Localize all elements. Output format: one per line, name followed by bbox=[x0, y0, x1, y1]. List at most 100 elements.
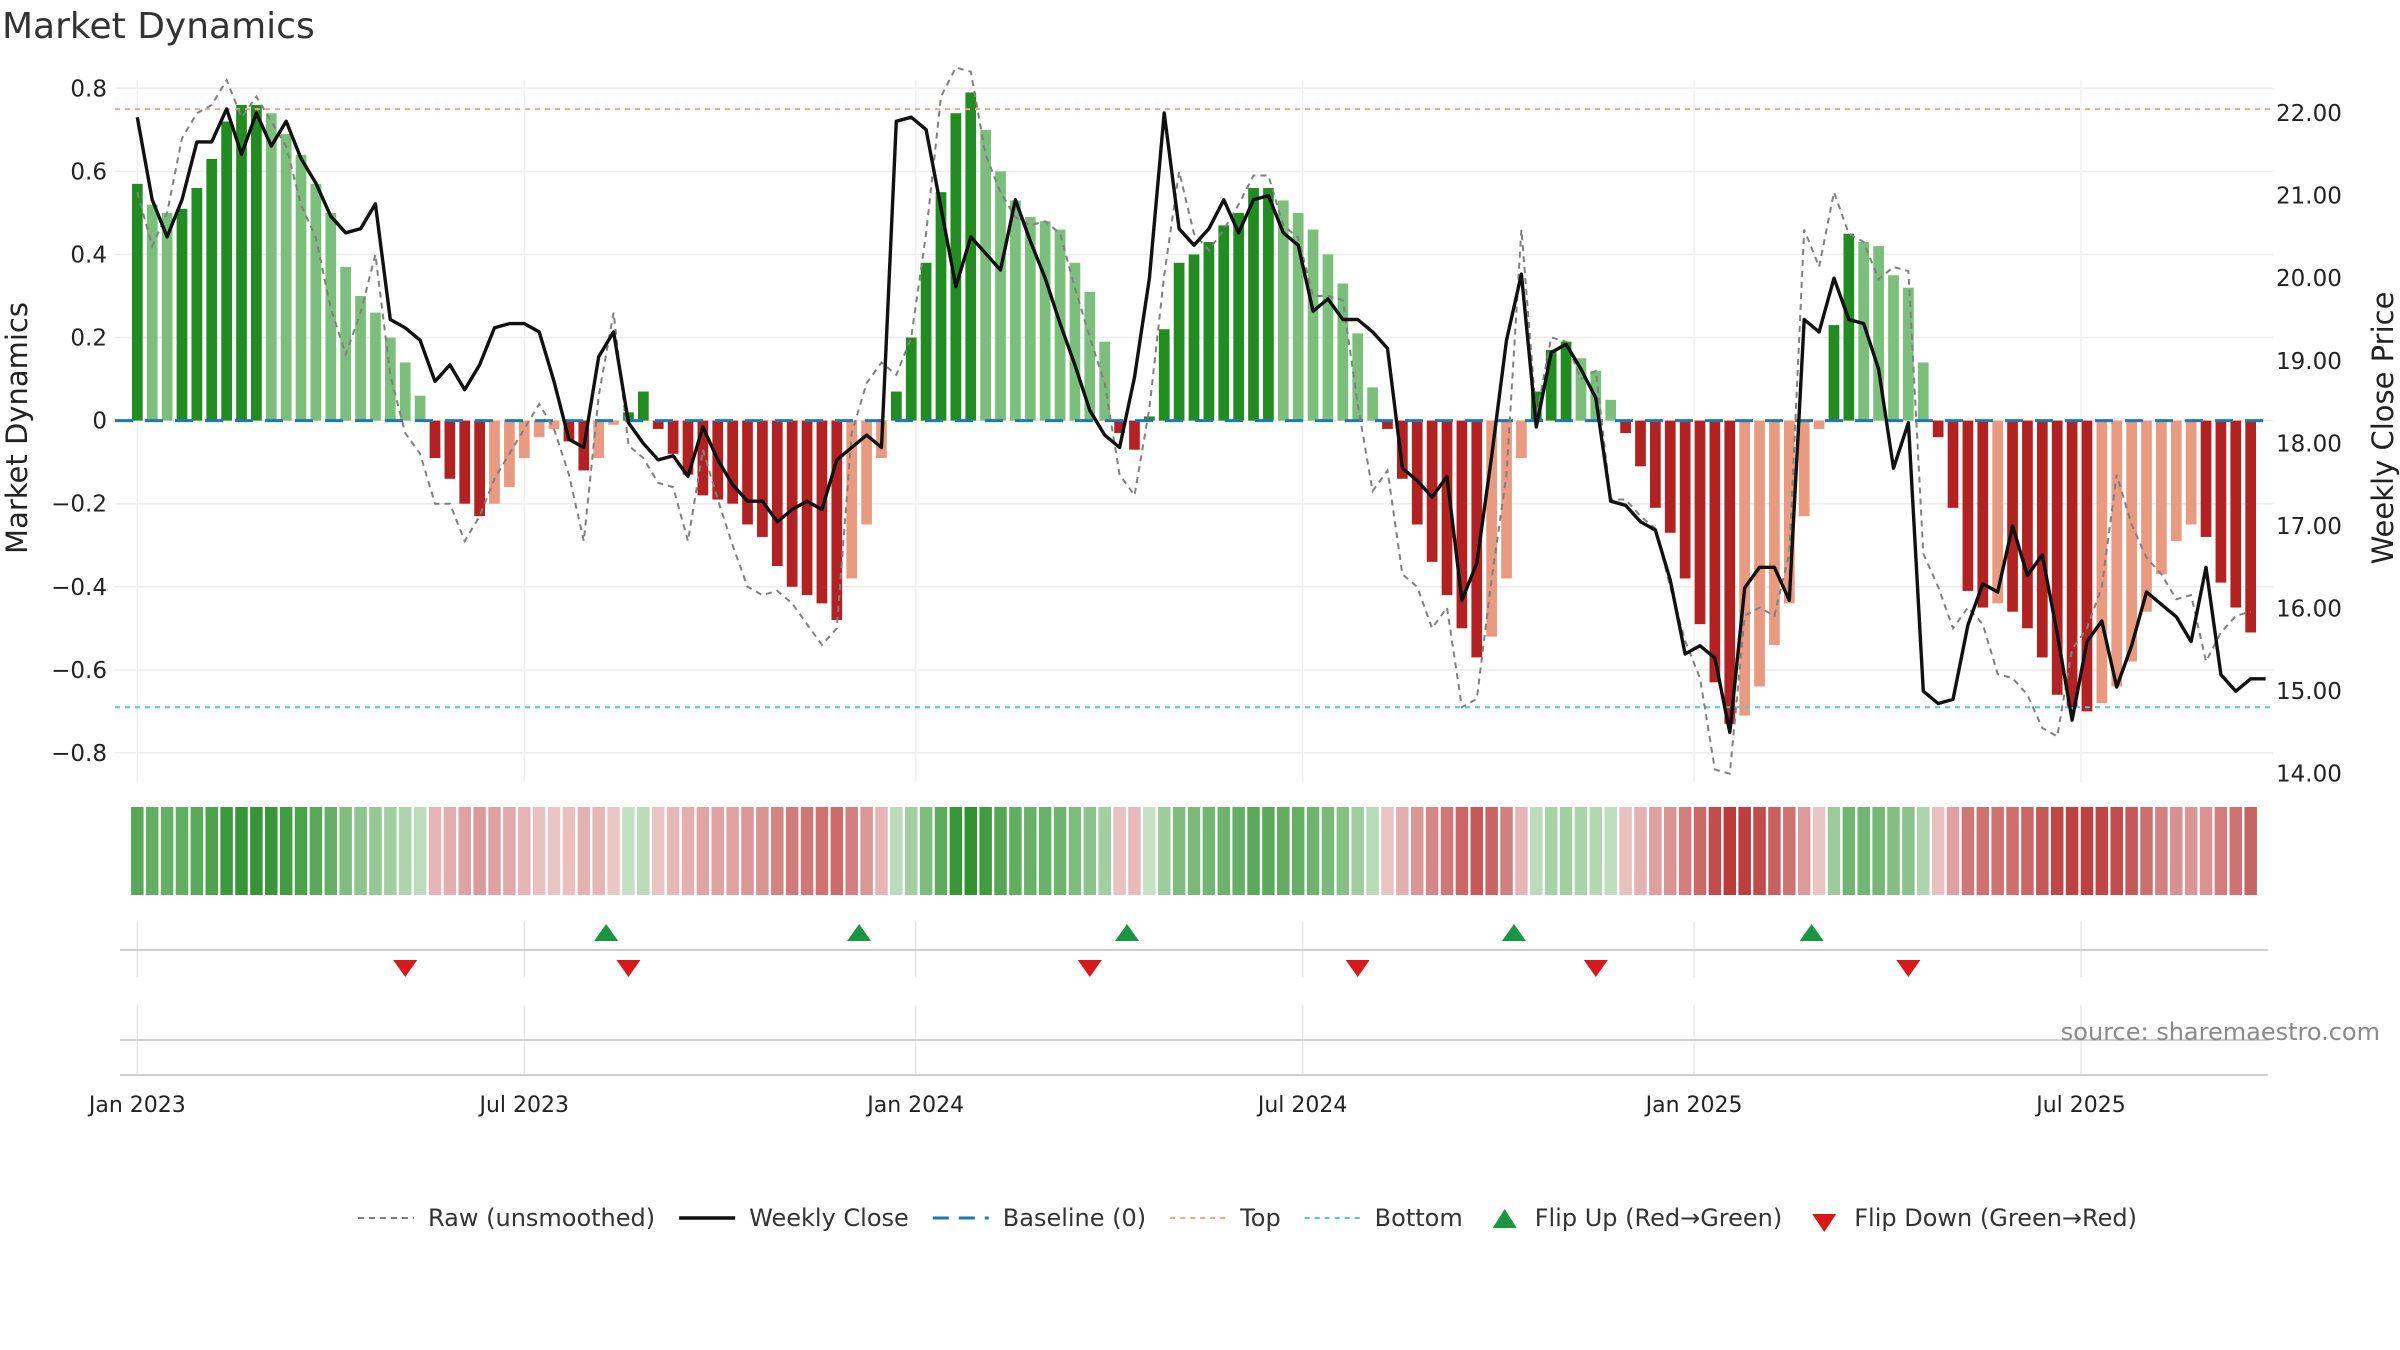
heat-cell bbox=[919, 807, 933, 895]
dynamics-bar bbox=[727, 420, 738, 504]
dynamics-bar bbox=[995, 171, 1006, 421]
heat-cell bbox=[592, 807, 605, 895]
legend-item: Baseline (0) bbox=[932, 1204, 1146, 1232]
heat-strip bbox=[131, 807, 2257, 895]
heat-cell bbox=[2244, 807, 2257, 895]
heat-cell bbox=[265, 807, 278, 895]
heat-cell bbox=[622, 807, 635, 895]
dynamics-bar bbox=[1769, 420, 1780, 645]
heat-cell bbox=[2065, 807, 2079, 895]
heat-cell bbox=[2006, 807, 2019, 895]
heat-cell bbox=[785, 807, 799, 895]
dynamics-bar bbox=[935, 192, 947, 421]
heat-cell bbox=[503, 807, 516, 895]
heat-cell bbox=[488, 807, 501, 895]
dynamics-bar bbox=[1233, 212, 1245, 421]
x-tick-label: Jul 2025 bbox=[2034, 1093, 2126, 1118]
dynamics-bar bbox=[2126, 420, 2137, 662]
flip-up-marker bbox=[1501, 924, 1526, 941]
heat-cell bbox=[800, 807, 814, 895]
heat-cell bbox=[518, 807, 531, 895]
dynamics-bar bbox=[2245, 420, 2257, 633]
dynamics-bar bbox=[1292, 212, 1304, 421]
dynamics-bar bbox=[905, 337, 917, 421]
axes: 0.8 0.6 0.4 0.2 0 −0.2 −0.4 −0.6 −0.8 22.00 21.00 2… bbox=[51, 76, 2342, 1118]
dynamics-bar bbox=[1843, 233, 1855, 421]
dynamics-bar bbox=[355, 296, 366, 421]
legend-swatch bbox=[1492, 1209, 1517, 1228]
dynamics-bar bbox=[251, 104, 262, 421]
left-tick-label: 0.2 bbox=[70, 326, 107, 352]
dynamics-bar bbox=[1813, 420, 1825, 429]
right-tick-label: 20.00 bbox=[2276, 266, 2342, 292]
right-tick-label: 17.00 bbox=[2276, 514, 2342, 540]
dynamics-bar bbox=[637, 391, 649, 421]
dynamics-bar bbox=[563, 420, 575, 442]
dynamics-bar bbox=[533, 420, 545, 438]
heat-cell bbox=[2184, 807, 2198, 895]
dynamics-bar bbox=[1783, 420, 1795, 604]
dynamics-bar bbox=[1382, 420, 1393, 429]
heat-cell bbox=[220, 807, 233, 895]
heat-cell bbox=[2229, 807, 2243, 895]
heat-cell bbox=[131, 807, 144, 895]
dynamics-bar bbox=[1486, 420, 1498, 637]
heat-cell bbox=[904, 807, 918, 895]
dynamics-bar bbox=[2200, 420, 2212, 537]
heat-cell bbox=[1991, 807, 2004, 895]
heat-cell bbox=[1336, 807, 1350, 895]
dynamics-bar bbox=[1129, 420, 1140, 450]
dynamics-bar bbox=[1397, 420, 1408, 479]
left-tick-label: −0.2 bbox=[51, 492, 107, 518]
heat-cell bbox=[2125, 807, 2138, 895]
heat-cell bbox=[1961, 807, 1975, 895]
dynamics-bar bbox=[2215, 420, 2227, 583]
dynamics-bar bbox=[1099, 341, 1111, 421]
dynamics-bar bbox=[1724, 420, 1736, 724]
dynamics-bar bbox=[1992, 420, 2004, 604]
dynamics-bar bbox=[890, 391, 902, 421]
heat-cell bbox=[205, 807, 218, 895]
dynamics-bar bbox=[1411, 420, 1423, 525]
heat-cell bbox=[1619, 807, 1632, 895]
heat-cell bbox=[2140, 807, 2153, 895]
dynamics-bar bbox=[2066, 420, 2078, 708]
dynamics-bar bbox=[384, 337, 396, 421]
heat-cell bbox=[577, 807, 591, 895]
dynamics-bar bbox=[1560, 341, 1572, 421]
heat-cell bbox=[1559, 807, 1573, 895]
dynamics-bar bbox=[2156, 420, 2167, 575]
dynamics-bar bbox=[1263, 188, 1274, 421]
right-tick-label: 22.00 bbox=[2276, 101, 2342, 127]
dynamics-bar bbox=[965, 92, 977, 421]
dynamics-bar bbox=[414, 395, 426, 421]
dynamics-bar bbox=[1605, 399, 1617, 421]
right-tick-label: 21.00 bbox=[2276, 184, 2342, 210]
heat-cell bbox=[1738, 807, 1751, 895]
heat-cell bbox=[1083, 807, 1097, 895]
heat-cell bbox=[160, 807, 174, 895]
heat-cell bbox=[2021, 807, 2034, 895]
legend: Raw (unsmoothed) Weekly Close Baseline (0)… bbox=[358, 1204, 2137, 1232]
heat-cell bbox=[2050, 807, 2064, 895]
dynamics-bar bbox=[1039, 221, 1051, 421]
dynamics-bar bbox=[459, 420, 471, 504]
heat-cell bbox=[949, 807, 963, 895]
dynamics-bar bbox=[1277, 200, 1289, 421]
heat-cell bbox=[458, 807, 471, 895]
heat-cell bbox=[1723, 807, 1737, 895]
heat-cell bbox=[1098, 807, 1111, 895]
dynamics-bar bbox=[370, 312, 381, 421]
legend-item: Flip Up (Red→Green) bbox=[1492, 1204, 1782, 1232]
heat-cell bbox=[726, 807, 739, 895]
dynamics-bar bbox=[652, 420, 664, 429]
x-tick-label: Jan 2024 bbox=[865, 1093, 964, 1118]
right-axis-label: Weekly Close Price bbox=[2366, 292, 2400, 565]
heat-cell bbox=[994, 807, 1007, 895]
heat-cell bbox=[815, 807, 829, 895]
heat-cell bbox=[1917, 807, 1930, 895]
dynamics-bar bbox=[1650, 420, 1661, 508]
dynamics-bar bbox=[757, 420, 768, 537]
dynamics-bar bbox=[2185, 420, 2197, 525]
